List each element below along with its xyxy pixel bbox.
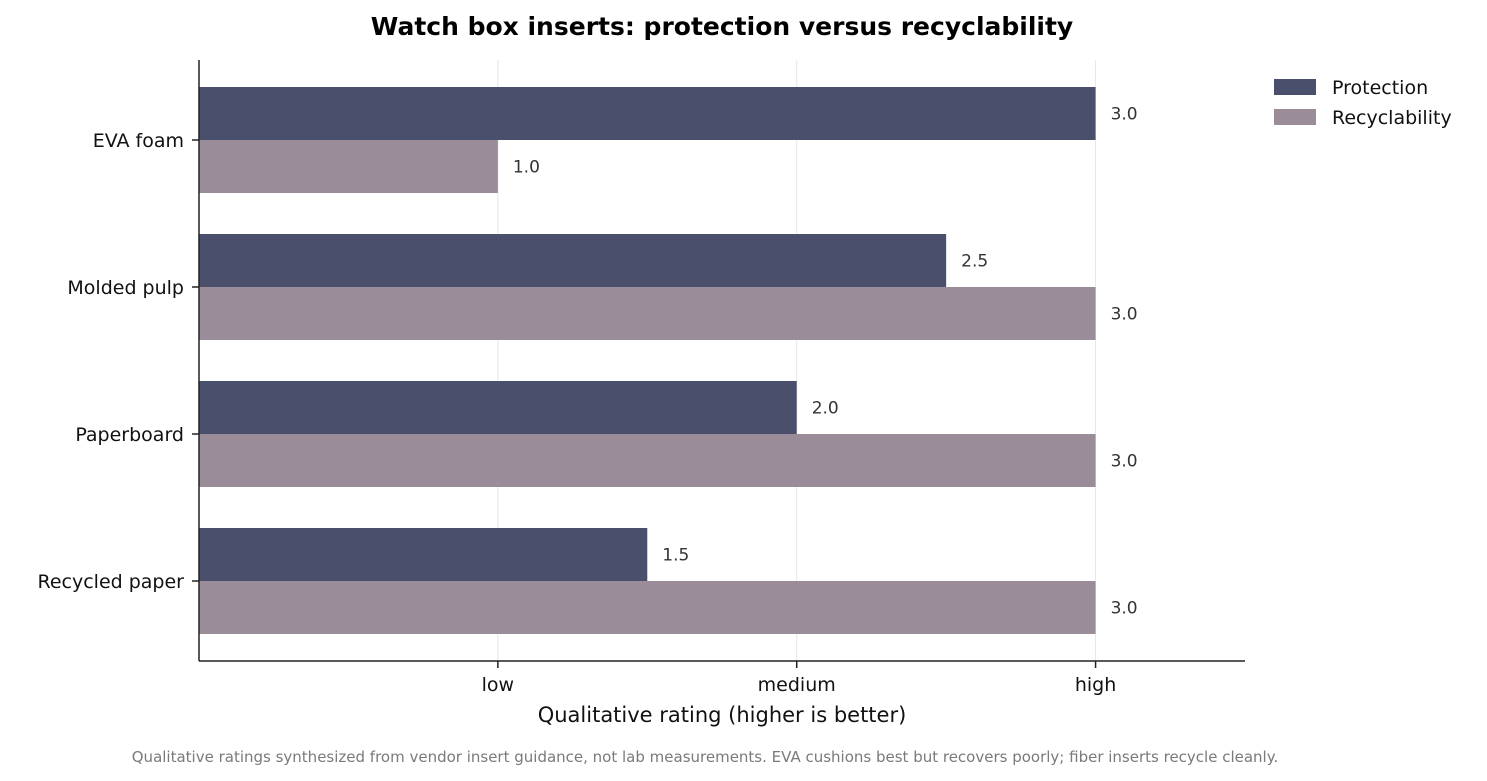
category-label: Molded pulp	[67, 277, 184, 299]
category-label: EVA foam	[93, 130, 184, 152]
x-axis-ticks: low medium high	[482, 661, 1116, 696]
bar-value-labels: 3.0 2.5 2.0 1.5 1.0 3.0 3.0 3.0	[513, 105, 1138, 619]
category-label: Recycled paper	[37, 571, 184, 593]
bars	[199, 87, 1096, 634]
bar-value-label: 3.0	[1111, 105, 1138, 125]
bar-protection	[199, 381, 797, 434]
x-tick-label: high	[1075, 674, 1116, 696]
bar-recyclability	[199, 434, 1096, 487]
category-label: Paperboard	[75, 424, 184, 446]
legend-swatch	[1274, 79, 1316, 95]
bar-protection	[199, 528, 648, 581]
legend-label: Recyclability	[1332, 107, 1452, 129]
bar-value-label: 3.0	[1111, 305, 1138, 325]
legend: Protection Recyclability	[1274, 77, 1452, 129]
bar-value-label: 1.0	[513, 158, 540, 178]
bar-recyclability	[199, 287, 1096, 340]
bar-value-label: 3.0	[1111, 452, 1138, 472]
bar-recyclability	[199, 140, 498, 193]
legend-label: Protection	[1332, 77, 1428, 99]
chart-caption: Qualitative ratings synthesized from ven…	[132, 748, 1278, 766]
bar-protection	[199, 234, 947, 287]
bar-value-label: 1.5	[662, 546, 689, 566]
chart-title: Watch box inserts: protection versus rec…	[371, 12, 1073, 41]
x-axis-label: Qualitative rating (higher is better)	[538, 703, 907, 727]
x-tick-label: low	[482, 674, 514, 696]
bar-recyclability	[199, 581, 1096, 634]
x-tick-label: medium	[758, 674, 836, 696]
bar-value-label: 2.5	[961, 252, 988, 272]
bar-value-label: 3.0	[1111, 599, 1138, 619]
bar-value-label: 2.0	[812, 399, 839, 419]
y-axis-ticks: EVA foam Molded pulp Paperboard Recycled pa…	[37, 130, 199, 593]
legend-swatch	[1274, 109, 1316, 125]
bar-protection	[199, 87, 1096, 140]
